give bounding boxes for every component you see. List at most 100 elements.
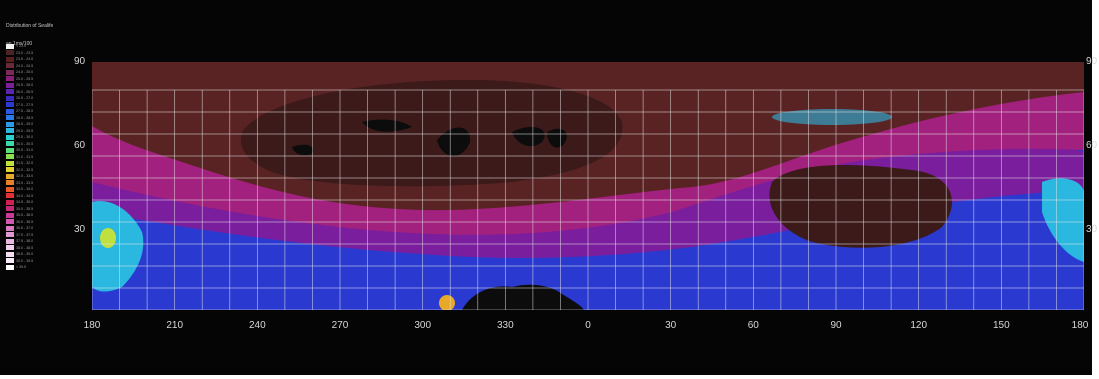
- y-label-right-90: 90: [1086, 56, 1098, 67]
- legend-entry: 31.0 - 31.5: [6, 154, 50, 161]
- legend-label: 23.5 - 24.0: [16, 57, 34, 62]
- legend-swatch: [6, 251, 14, 257]
- legend-label: 27.5 - 28.0: [16, 109, 34, 114]
- x-label-0: 0: [585, 320, 591, 331]
- island-2: [437, 127, 471, 157]
- legend-entry: 29.5 - 30.0: [6, 134, 50, 141]
- legend-swatch: [6, 147, 14, 153]
- legend-swatch: [6, 193, 14, 199]
- legend-swatch: [6, 173, 14, 179]
- legend-swatch: [6, 128, 14, 134]
- legend-label: 30.5 - 31.0: [16, 148, 34, 153]
- legend-label: 27.0 - 27.5: [16, 102, 34, 107]
- legend-label: 35.5 - 36.0: [16, 213, 34, 218]
- legend-label: 37.0 - 37.5: [16, 232, 34, 237]
- legend-label: 26.0 - 26.5: [16, 89, 34, 94]
- legend-entry: 25.0 - 25.5: [6, 76, 50, 83]
- legend-entry: 37.5 - 38.0: [6, 238, 50, 245]
- legend-entry: 26.0 - 26.5: [6, 89, 50, 96]
- legend-swatch: [6, 225, 14, 231]
- legend-entry: 34.0 - 34.5: [6, 193, 50, 200]
- x-label-120: 120: [910, 320, 928, 331]
- cyan-streak-north: [772, 109, 892, 125]
- island-4: [547, 128, 567, 148]
- y-label-right-30: 30: [1086, 224, 1098, 235]
- landmass-north: [240, 79, 623, 187]
- legend-label: 28.5 - 29.0: [16, 122, 34, 127]
- legend-entry: 34.5 - 35.0: [6, 199, 50, 206]
- legend-label: 37.5 - 38.0: [16, 239, 34, 244]
- x-label-330: 330: [496, 320, 514, 331]
- legend-entry: 23.0 - 23.5: [6, 50, 50, 57]
- legend-label: 31.0 - 31.5: [16, 154, 34, 159]
- legend-swatch: [6, 82, 14, 88]
- legend-label: 25.5 - 26.0: [16, 83, 34, 88]
- legend-label: 30.0 - 30.5: [16, 141, 34, 146]
- map-plot-area: [92, 62, 1084, 310]
- y-label-left-30: 30: [74, 224, 86, 235]
- legend-entry: 30.5 - 31.0: [6, 147, 50, 154]
- legend-swatch: [6, 206, 14, 212]
- orange-hotspot: [439, 295, 455, 310]
- legend-entry: 36.0 - 36.5: [6, 219, 50, 226]
- legend-label: 35.0 - 35.5: [16, 206, 34, 211]
- legend-swatch: [6, 69, 14, 75]
- cyan-patch-east: [1042, 178, 1084, 262]
- color-legend: < 23.0 23.0 - 23.5 23.5 - 24.0 24.0 - 24.5 2…: [6, 43, 50, 271]
- legend-entry: 33.5 - 34.0: [6, 186, 50, 193]
- x-label-60: 60: [747, 320, 759, 331]
- legend-label: 33.5 - 34.0: [16, 187, 34, 192]
- legend-entry: 37.0 - 37.5: [6, 232, 50, 239]
- legend-label: 25.0 - 25.5: [16, 76, 34, 81]
- x-label-270: 270: [331, 320, 349, 331]
- legend-entry: 38.5 - 39.0: [6, 251, 50, 258]
- legend-entry: 38.0 - 38.5: [6, 245, 50, 252]
- legend-swatch: [6, 264, 14, 270]
- legend-swatch: [6, 50, 14, 56]
- legend-label: 32.0 - 32.5: [16, 167, 34, 172]
- y-label-right-60: 60: [1086, 140, 1098, 151]
- legend-entry: 31.5 - 32.0: [6, 160, 50, 167]
- legend-entry: 29.0 - 29.5: [6, 128, 50, 135]
- legend-entry: 24.0 - 24.5: [6, 63, 50, 70]
- legend-swatch: [6, 56, 14, 62]
- yellow-hotspot: [100, 228, 116, 248]
- x-label-180-east: 180: [1071, 320, 1089, 331]
- legend-swatch: [6, 212, 14, 218]
- legend-label: 29.5 - 30.0: [16, 135, 34, 140]
- legend-label: < 23.0: [16, 44, 27, 49]
- legend-entry: 35.0 - 35.5: [6, 206, 50, 213]
- x-label-90: 90: [830, 320, 842, 331]
- island-1: [362, 119, 412, 132]
- cyan-patch-west: [92, 201, 144, 292]
- y-label-left-60: 60: [74, 140, 86, 151]
- legend-swatch: [6, 115, 14, 121]
- legend-label: 24.5 - 25.0: [16, 70, 34, 75]
- map-title-line-1: Distribution of Sealife: [6, 23, 54, 29]
- legend-entry: 33.0 - 33.5: [6, 180, 50, 187]
- legend-label: 26.5 - 27.0: [16, 96, 34, 101]
- legend-swatch: [6, 167, 14, 173]
- legend-entry: 32.0 - 32.5: [6, 167, 50, 174]
- legend-entry: 27.0 - 27.5: [6, 102, 50, 109]
- legend-swatch: [6, 219, 14, 225]
- legend-label: 38.0 - 38.5: [16, 245, 34, 250]
- legend-swatch: [6, 154, 14, 160]
- legend-label: 38.5 - 39.0: [16, 252, 34, 257]
- legend-swatch: [6, 180, 14, 186]
- legend-entry: 26.5 - 27.0: [6, 95, 50, 102]
- legend-label: 31.5 - 32.0: [16, 161, 34, 166]
- legend-entry: 25.5 - 26.0: [6, 82, 50, 89]
- legend-entry: 28.0 - 28.5: [6, 115, 50, 122]
- legend-swatch: [6, 160, 14, 166]
- legend-label: 34.0 - 34.5: [16, 193, 34, 198]
- legend-swatch: [6, 95, 14, 101]
- legend-swatch: [6, 232, 14, 238]
- x-label-240: 240: [248, 320, 266, 331]
- landmass-east: [769, 165, 952, 248]
- legend-swatch: [6, 141, 14, 147]
- legend-entry: 30.0 - 30.5: [6, 141, 50, 148]
- legend-label: 36.5 - 37.0: [16, 226, 34, 231]
- island-5: [292, 144, 314, 156]
